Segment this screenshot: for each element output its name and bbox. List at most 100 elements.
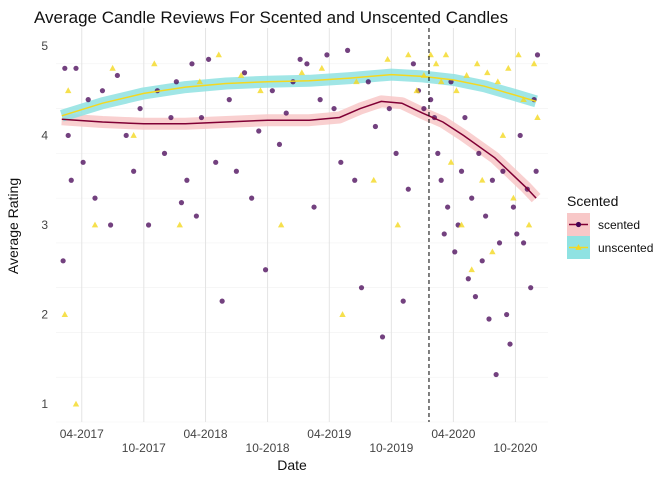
scented-point xyxy=(262,267,269,273)
scented-point xyxy=(504,311,510,318)
unscented-point xyxy=(530,60,538,67)
scented-point xyxy=(393,150,399,156)
scented-point xyxy=(189,61,195,67)
unscented-point xyxy=(151,60,158,67)
scented-point xyxy=(489,177,495,183)
scented-point xyxy=(241,70,248,76)
y-tick-label: 1 xyxy=(41,397,48,411)
unscented-point xyxy=(447,158,455,165)
unscented-legend-marker xyxy=(575,244,582,250)
scented-point xyxy=(304,61,310,67)
data-points xyxy=(60,47,541,407)
scented-point xyxy=(213,159,219,165)
unscented-point xyxy=(257,87,264,94)
scented-point xyxy=(528,285,534,291)
unscented-point xyxy=(130,132,137,138)
scented-legend-marker xyxy=(575,221,582,228)
y-axis-ticks: 1 2 3 4 5 xyxy=(41,39,48,411)
chart-title: Average Candle Reviews For Scented and U… xyxy=(34,8,508,27)
scented-point xyxy=(421,105,427,112)
x-tick-label: 04-2018 xyxy=(184,427,228,441)
scented-point xyxy=(534,52,541,58)
scented-point xyxy=(469,195,475,201)
scented-point xyxy=(352,177,358,183)
scented-point xyxy=(410,61,416,67)
scented-point xyxy=(345,47,351,53)
unscented-point xyxy=(61,311,69,317)
scented-point xyxy=(379,334,386,340)
unscented-point xyxy=(277,221,285,228)
unscented-point xyxy=(215,51,222,58)
scented-point xyxy=(107,222,114,228)
scented-point xyxy=(161,150,168,156)
scented-point xyxy=(496,240,503,246)
scented-point xyxy=(324,52,330,58)
scented-point xyxy=(372,123,379,130)
unscented-point xyxy=(437,78,445,85)
unscented-point xyxy=(453,87,460,94)
scented-point xyxy=(178,200,185,206)
scented-point xyxy=(533,168,539,174)
scented-point xyxy=(386,105,392,112)
unscented-point xyxy=(473,60,481,67)
scented-smooth-line xyxy=(61,100,537,199)
scented-point xyxy=(283,110,289,116)
scented-point xyxy=(173,79,179,85)
x-tick-label: 04-2019 xyxy=(307,427,351,441)
unscented-point xyxy=(353,78,360,85)
scented-point xyxy=(445,204,451,210)
scented-point xyxy=(92,195,98,201)
scented-point xyxy=(62,65,68,71)
unscented-point xyxy=(484,69,491,76)
y-axis-title: Average Rating xyxy=(5,178,21,274)
scented-point xyxy=(184,177,190,183)
unscented-point xyxy=(515,51,522,58)
x-tick-label: 10-2017 xyxy=(122,441,166,455)
scented-point xyxy=(365,79,371,85)
scented-point xyxy=(510,204,517,210)
unscented-point xyxy=(520,96,527,103)
scented-legend-label: scented xyxy=(598,218,640,232)
scented-point xyxy=(493,371,499,378)
unscented-point xyxy=(109,64,116,71)
x-tick-label: 10-2019 xyxy=(369,441,413,455)
unscented-point xyxy=(65,87,72,94)
unscented-point xyxy=(427,51,434,58)
scented-point xyxy=(80,159,86,165)
unscented-point xyxy=(237,72,245,78)
x-axis-title: Date xyxy=(277,457,307,473)
scented-point xyxy=(60,258,66,264)
scented-point xyxy=(168,114,174,121)
scented-point xyxy=(193,213,199,219)
unscented-point xyxy=(370,176,377,183)
x-axis-ticks: 04-2017 10-2017 04-2018 10-2018 04-2019 10-20… xyxy=(60,427,538,455)
scented-point xyxy=(317,97,323,103)
scented-point xyxy=(507,341,513,347)
unscented-point xyxy=(405,51,412,58)
scented-point xyxy=(276,141,283,148)
unscented-point xyxy=(458,221,465,228)
scented-point xyxy=(226,97,232,103)
scented-point xyxy=(137,105,143,112)
unscented-point xyxy=(413,87,420,94)
scented-point xyxy=(486,316,492,322)
scented-point xyxy=(198,114,205,121)
scented-point xyxy=(205,56,212,62)
unscented-point xyxy=(318,64,326,71)
scented-point xyxy=(458,168,465,174)
scented-point xyxy=(68,177,74,183)
unscented-point xyxy=(525,221,533,228)
unscented-point xyxy=(479,176,486,183)
scented-point xyxy=(514,231,520,237)
scented-point xyxy=(400,298,406,304)
scented-point xyxy=(358,285,365,291)
scented-point xyxy=(297,56,303,62)
scented-point xyxy=(472,294,479,300)
scented-point xyxy=(500,168,506,174)
scented-point xyxy=(65,132,71,139)
y-tick-label: 2 xyxy=(41,308,48,322)
scented-point xyxy=(85,97,91,103)
unscented-point xyxy=(494,78,502,85)
scented-point xyxy=(99,88,106,94)
